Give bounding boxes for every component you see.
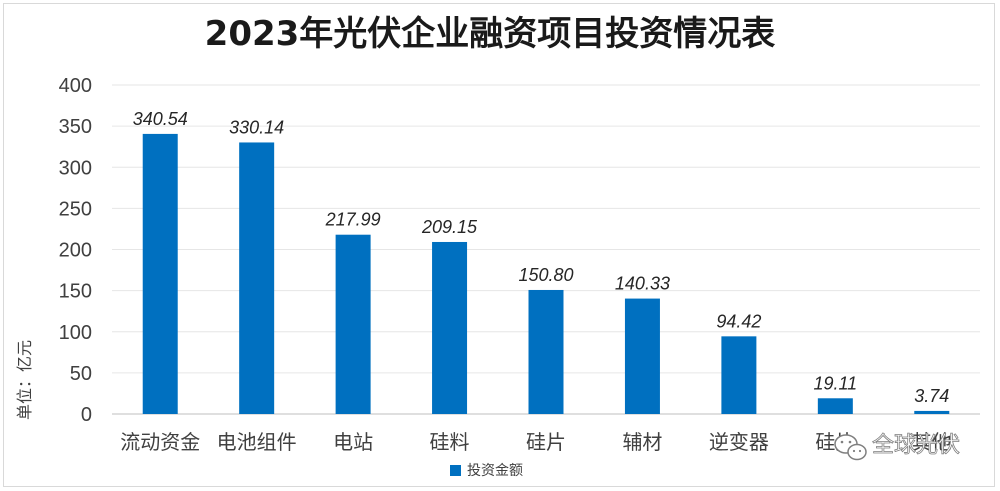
x-tick-label: 硅片 (526, 430, 566, 454)
data-label: 209.15 (421, 217, 478, 237)
bar (528, 289, 564, 414)
x-tick-label: 电池组件 (217, 430, 297, 454)
data-label: 217.99 (325, 210, 381, 230)
x-tick-label: 电站 (333, 430, 373, 454)
y-tick-label: 250 (59, 198, 92, 220)
x-tick-label: 逆变器 (709, 430, 769, 454)
chart-title: 2023年光伏企业融资项目投资情况表 (205, 14, 776, 54)
category-labels: 流动资金电池组件电站硅料硅片辅材逆变器硅片其他 (120, 430, 952, 454)
x-tick-label: 硅料 (430, 430, 470, 454)
y-tick-label: 300 (59, 157, 92, 179)
bar (817, 398, 853, 414)
x-tick-label: 流动资金 (120, 430, 200, 454)
data-label: 19.11 (813, 373, 857, 393)
y-tick-label: 50 (70, 363, 92, 385)
bar (914, 410, 950, 414)
x-tick-label: 辅材 (622, 430, 662, 454)
y-tick-label: 150 (59, 281, 92, 303)
legend-swatch (450, 465, 461, 476)
value-labels: 340.54 330.14 217.99 209.15 150.80 140.33 94.4… (133, 109, 950, 406)
watermark: 全球光伏 (834, 433, 960, 461)
bar (721, 336, 757, 414)
y-axis-label: 单位：亿元 (15, 340, 34, 420)
bar (142, 133, 178, 414)
legend-series-label: 投资金额 (467, 463, 523, 479)
y-tick-label: 350 (59, 116, 92, 138)
x-tick-label: 其他 (912, 430, 952, 454)
data-label: 140.33 (615, 274, 670, 294)
data-label: 3.74 (914, 386, 949, 406)
legend: 投资金额 (450, 463, 523, 479)
watermark-text: 全球光伏 (872, 433, 960, 458)
bar (239, 142, 275, 415)
data-label: 340.54 (133, 109, 188, 129)
y-tick-label: 200 (59, 240, 92, 262)
data-label: 330.14 (229, 117, 284, 137)
y-tick-label: 0 (81, 404, 92, 426)
y-tick-label: 400 (59, 75, 92, 97)
bar (624, 298, 660, 414)
bar (432, 241, 468, 414)
data-label: 94.42 (716, 311, 761, 331)
bar (335, 234, 371, 414)
bars (142, 133, 950, 415)
y-tick-label: 100 (59, 322, 92, 344)
wechat-icon (834, 434, 867, 461)
y-axis-ticks: 0 50 100 150 200 250 300 350 400 (59, 75, 92, 426)
data-label: 150.80 (518, 265, 573, 285)
